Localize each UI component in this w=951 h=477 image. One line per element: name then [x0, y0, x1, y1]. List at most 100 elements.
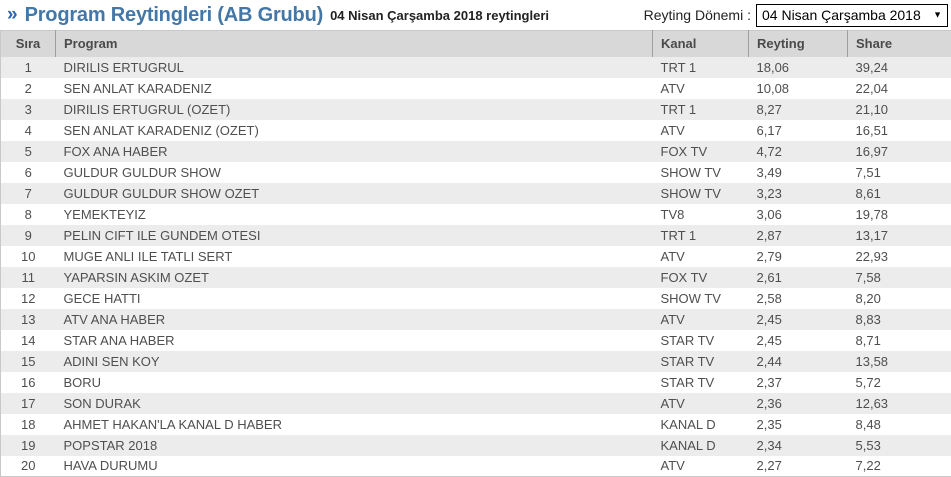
cell-program: SEN ANLAT KARADENIZ (OZET)	[63, 122, 259, 138]
cell-program: STAR ANA HABER	[63, 332, 175, 348]
table-row: 9 PELIN CIFT ILE GUNDEM OTESI TRT 1 2,87…	[0, 224, 951, 246]
cell-program: DIRILIS ERTUGRUL	[63, 59, 184, 75]
table-row: 7 GULDUR GULDUR SHOW OZET SHOW TV 3,23 8…	[0, 182, 951, 204]
cell-reyting: 2,45	[756, 311, 782, 327]
cell-kanal: SHOW TV	[660, 185, 721, 201]
cell-reyting: 10,08	[756, 80, 790, 96]
cell-share: 22,93	[855, 248, 889, 264]
cell-reyting: 2,44	[756, 353, 782, 369]
cell-kanal: ATV	[660, 122, 685, 138]
cell-share: 19,78	[855, 206, 889, 222]
cell-sira: 1	[24, 59, 32, 75]
cell-share: 7,51	[855, 164, 881, 180]
table-row: 19 POPSTAR 2018 KANAL D 2,34 5,53	[0, 434, 951, 456]
cell-reyting: 2,37	[756, 374, 782, 390]
cell-reyting: 18,06	[756, 59, 790, 75]
cell-program: ADINI SEN KOY	[63, 353, 160, 369]
cell-sira: 2	[24, 80, 32, 96]
cell-program: SON DURAK	[63, 395, 141, 411]
cell-kanal: TV8	[660, 206, 685, 222]
cell-program: FOX ANA HABER	[63, 143, 168, 159]
column-header-reyting: Reyting	[748, 30, 848, 57]
table-row: 14 STAR ANA HABER STAR TV 2,45 8,71	[0, 329, 951, 351]
cell-reyting: 2,36	[756, 395, 782, 411]
period-label: Reyting Dönemi :	[643, 7, 751, 23]
column-header-kanal: Kanal	[652, 30, 749, 57]
table-row: 2 SEN ANLAT KARADENIZ ATV 10,08 22,04	[0, 77, 951, 99]
cell-share: 13,58	[855, 353, 889, 369]
table-row: 18 AHMET HAKAN'LA KANAL D HABER KANAL D …	[0, 413, 951, 435]
table-row: 20 HAVA DURUMU ATV 2,27 7,22	[0, 455, 951, 477]
cell-kanal: SHOW TV	[660, 164, 721, 180]
cell-program: BORU	[63, 374, 102, 390]
cell-share: 7,58	[855, 269, 881, 285]
cell-sira: 19	[21, 437, 36, 453]
cell-reyting: 2,58	[756, 290, 782, 306]
cell-kanal: FOX TV	[660, 269, 708, 285]
period-select[interactable]: 04 Nisan Çarşamba 2018	[756, 3, 948, 27]
table-row: 16 BORU STAR TV 2,37 5,72	[0, 371, 951, 393]
cell-reyting: 6,17	[756, 122, 782, 138]
cell-program: YAPARSIN ASKIM OZET	[63, 269, 209, 285]
cell-reyting: 4,72	[756, 143, 782, 159]
cell-share: 21,10	[855, 101, 889, 117]
cell-program: GULDUR GULDUR SHOW	[63, 164, 221, 180]
cell-sira: 17	[21, 395, 36, 411]
double-chevron-icon: »	[7, 3, 18, 25]
column-header-sira: Sıra	[0, 30, 56, 57]
cell-reyting: 2,34	[756, 437, 782, 453]
cell-share: 8,83	[855, 311, 881, 327]
cell-reyting: 2,27	[756, 458, 782, 474]
cell-sira: 5	[24, 143, 32, 159]
cell-sira: 13	[21, 311, 36, 327]
cell-sira: 15	[21, 353, 36, 369]
cell-share: 13,17	[855, 227, 889, 243]
cell-program: SEN ANLAT KARADENIZ	[63, 80, 212, 96]
cell-kanal: KANAL D	[660, 416, 716, 432]
table-row: 3 DIRILIS ERTUGRUL (OZET) TRT 1 8,27 21,…	[0, 98, 951, 120]
cell-reyting: 2,61	[756, 269, 782, 285]
table-row: 8 YEMEKTEYIZ TV8 3,06 19,78	[0, 203, 951, 225]
cell-kanal: TRT 1	[660, 227, 697, 243]
table-row: 4 SEN ANLAT KARADENIZ (OZET) ATV 6,17 16…	[0, 119, 951, 141]
cell-sira: 14	[21, 332, 36, 348]
table-row: 15 ADINI SEN KOY STAR TV 2,44 13,58	[0, 350, 951, 372]
header-row: Sıra Program Kanal Reyting Share	[0, 30, 951, 57]
ratings-table-head: Sıra Program Kanal Reyting Share	[0, 30, 951, 57]
ratings-table-body: 1 DIRILIS ERTUGRUL TRT 1 18,06 39,24 2 S…	[0, 56, 951, 477]
column-header-program: Program	[55, 30, 653, 57]
cell-share: 8,48	[855, 416, 881, 432]
cell-sira: 16	[21, 374, 36, 390]
period-selector: Reyting Dönemi : 04 Nisan Çarşamba 2018 …	[643, 3, 948, 27]
cell-kanal: TRT 1	[660, 59, 697, 75]
cell-kanal: ATV	[660, 248, 685, 264]
cell-reyting: 3,49	[756, 164, 782, 180]
cell-reyting: 2,79	[756, 248, 782, 264]
cell-reyting: 8,27	[756, 101, 782, 117]
cell-reyting: 3,23	[756, 185, 782, 201]
cell-kanal: STAR TV	[660, 374, 715, 390]
cell-program: DIRILIS ERTUGRUL (OZET)	[63, 101, 231, 117]
cell-sira: 8	[24, 206, 32, 222]
column-header-share: Share	[847, 30, 951, 57]
cell-kanal: ATV	[660, 395, 685, 411]
table-row: 10 MUGE ANLI ILE TATLI SERT ATV 2,79 22,…	[0, 245, 951, 267]
cell-program: ATV ANA HABER	[63, 311, 166, 327]
title-group: » Program Reytingleri (AB Grubu) 04 Nisa…	[7, 3, 549, 26]
cell-sira: 7	[24, 185, 32, 201]
cell-kanal: STAR TV	[660, 353, 715, 369]
cell-kanal: ATV	[660, 311, 685, 327]
table-row: 6 GULDUR GULDUR SHOW SHOW TV 3,49 7,51	[0, 161, 951, 183]
cell-kanal: STAR TV	[660, 332, 715, 348]
table-row: 13 ATV ANA HABER ATV 2,45 8,83	[0, 308, 951, 330]
cell-share: 7,22	[855, 458, 881, 474]
cell-kanal: FOX TV	[660, 143, 708, 159]
cell-share: 22,04	[855, 80, 889, 96]
table-row: 1 DIRILIS ERTUGRUL TRT 1 18,06 39,24	[0, 56, 951, 78]
page-header: » Program Reytingleri (AB Grubu) 04 Nisa…	[0, 0, 951, 30]
cell-sira: 9	[24, 227, 32, 243]
ratings-table: Sıra Program Kanal Reyting Share 1 DIRIL…	[0, 30, 951, 477]
cell-kanal: ATV	[660, 458, 685, 474]
cell-program: YEMEKTEYIZ	[63, 206, 146, 222]
cell-share: 12,63	[855, 395, 889, 411]
